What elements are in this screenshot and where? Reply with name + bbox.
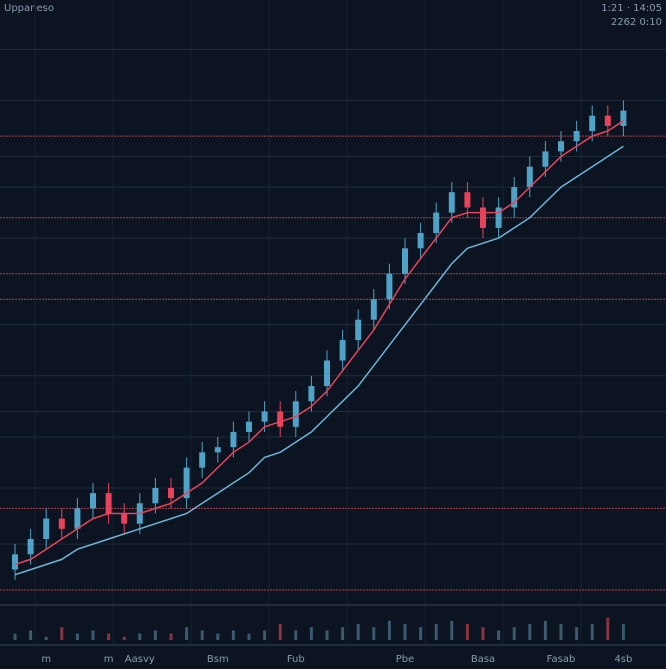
volume-bar (75, 633, 79, 640)
candle-body (168, 488, 174, 499)
candle-body (27, 539, 34, 555)
x-tick-label: Basa (471, 654, 495, 665)
candle-body (355, 319, 362, 341)
ma-line (14, 145, 624, 576)
candle-body (261, 411, 268, 422)
volume-bar (528, 624, 532, 640)
ma-line (14, 120, 624, 566)
volume-bar (294, 630, 298, 640)
header-info: 2262 0:10 (611, 17, 662, 28)
candle-body (74, 508, 81, 529)
volume-bar (372, 627, 376, 640)
volume-bar (263, 630, 267, 640)
volume-bar (481, 627, 485, 640)
volume-bar (169, 633, 173, 640)
volume-bar (231, 630, 235, 640)
volume-bar (325, 630, 329, 640)
volume-bar (13, 633, 17, 640)
candle-body (464, 192, 471, 208)
candle-body (183, 467, 190, 499)
candle-body (308, 386, 315, 402)
candle-body (105, 493, 112, 514)
candle-body (433, 212, 440, 233)
candle-body (495, 207, 502, 228)
header-time: 1:21 · 14:05 (601, 3, 662, 14)
candle-body (339, 340, 346, 361)
candle-body (90, 493, 96, 509)
chart-title: Uppaneso (4, 3, 54, 14)
candle-body (199, 452, 206, 468)
candle-body (246, 421, 252, 432)
x-tick-label: m (104, 654, 114, 665)
candle-body (402, 248, 408, 274)
volume-bar (341, 627, 345, 640)
x-tick-label: 4sb (614, 654, 632, 665)
candle-body (448, 192, 455, 213)
volume-bar (200, 630, 204, 640)
x-tick-label: Bsm (207, 654, 229, 665)
candle-body (511, 187, 518, 208)
candle-body (230, 431, 237, 448)
volume-bar (465, 624, 469, 640)
volume-bar (309, 627, 313, 640)
candle-body (152, 488, 159, 504)
volume-bar (185, 627, 189, 640)
candle-body (214, 447, 221, 453)
candle-body (12, 554, 18, 570)
candle-body (370, 299, 377, 320)
volume-bar (543, 620, 547, 640)
candle-body (43, 518, 50, 539)
candle-body (417, 233, 424, 249)
volume-bar (247, 633, 251, 640)
volume-bar (419, 627, 423, 640)
x-tick-label: Fub (287, 654, 305, 665)
candle-body (292, 401, 299, 427)
volume-bar (497, 630, 501, 640)
volume-bar (575, 627, 579, 640)
volume-bar (387, 620, 391, 640)
x-tick-label: Pbe (396, 654, 415, 665)
volume-bar (356, 624, 360, 640)
candle-body (604, 115, 611, 126)
candle-body (324, 360, 330, 386)
volume-bar (434, 624, 438, 640)
candle-body (526, 166, 533, 188)
volume-bar (122, 636, 126, 640)
volume-bar (44, 636, 48, 640)
volume-bar (450, 620, 454, 640)
candle-body (58, 518, 65, 529)
volume-bar (621, 624, 625, 640)
volume-bar (91, 630, 95, 640)
volume-bar (278, 624, 282, 640)
volume-bar (153, 630, 157, 640)
volume-bar (512, 627, 516, 640)
volume-bar (559, 624, 563, 640)
x-tick-label: Fasab (547, 654, 576, 665)
volume-bar (590, 624, 594, 640)
candle-body (277, 411, 284, 427)
volume-bar (216, 633, 220, 640)
candle-body (542, 151, 549, 167)
candle-body (121, 513, 128, 524)
candle-body (480, 207, 486, 228)
candle-body (386, 273, 393, 300)
candle-body (558, 141, 564, 152)
candle-body (573, 131, 580, 142)
candle-body (620, 110, 627, 126)
volume-bar (29, 630, 33, 640)
volume-bar (138, 633, 142, 640)
volume-bar (606, 617, 610, 640)
volume-bar (107, 633, 111, 640)
x-tick-label: m (41, 654, 51, 665)
candle-body (589, 115, 596, 131)
volume-bar (60, 627, 64, 640)
x-tick-label: Aasvy (125, 654, 155, 665)
volume-bar (403, 624, 407, 640)
